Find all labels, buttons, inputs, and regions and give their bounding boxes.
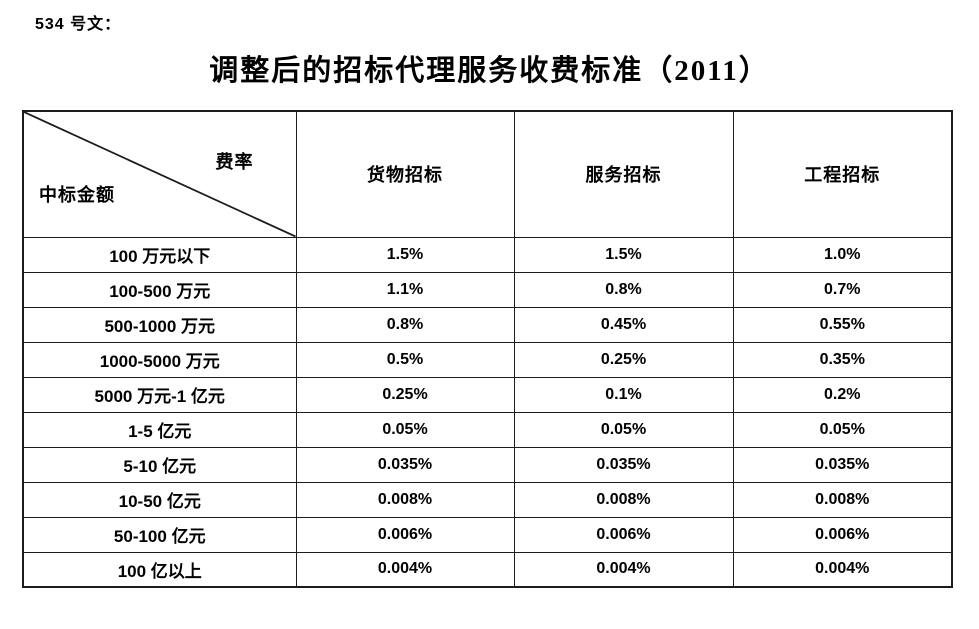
table-header-row: 费率 中标金额 货物招标 服务招标 工程招标 (22, 110, 953, 238)
rate-cell-engineering: 0.35% (732, 341, 953, 378)
doc-number-label: 534 号文： (35, 16, 122, 33)
rate-cell-service: 0.006% (513, 516, 734, 553)
rate-cell-engineering: 0.035% (732, 446, 953, 483)
rate-cell-engineering: 0.55% (732, 306, 953, 343)
rate-cell-engineering: 0.008% (732, 481, 953, 518)
amount-cell: 5-10 亿元 (22, 446, 297, 483)
rate-cell-goods: 1.1% (295, 271, 515, 308)
rate-cell-goods: 1.5% (295, 236, 515, 273)
rate-cell-goods: 0.035% (295, 446, 515, 483)
amount-cell: 100 亿以上 (22, 551, 297, 588)
table-row: 500-1000 万元 0.8% 0.45% 0.55% (22, 306, 953, 343)
page-title: 调整后的招标代理服务收费标准（2011） (209, 55, 770, 87)
rate-cell-engineering: 0.2% (732, 376, 953, 413)
table-row: 100 万元以下 1.5% 1.5% 1.0% (22, 236, 953, 273)
rate-cell-engineering: 0.7% (732, 271, 953, 308)
rate-cell-goods: 0.008% (295, 481, 515, 518)
rate-cell-service: 0.008% (513, 481, 734, 518)
corner-label-amount: 中标金额 (39, 184, 115, 205)
rate-cell-service: 0.05% (513, 411, 734, 448)
table-row: 1-5 亿元 0.05% 0.05% 0.05% (22, 411, 953, 448)
amount-cell: 500-1000 万元 (22, 306, 297, 343)
amount-cell: 100-500 万元 (22, 271, 297, 308)
amount-cell: 5000 万元-1 亿元 (22, 376, 297, 413)
rate-cell-service: 0.25% (513, 341, 734, 378)
table-row: 50-100 亿元 0.006% 0.006% 0.006% (22, 516, 953, 553)
rate-cell-service: 1.5% (513, 236, 734, 273)
table-row: 10-50 亿元 0.008% 0.008% 0.008% (22, 481, 953, 518)
diagonal-divider (24, 112, 296, 237)
rate-cell-goods: 0.5% (295, 341, 515, 378)
rate-cell-service: 0.004% (513, 551, 734, 588)
table-row: 1000-5000 万元 0.5% 0.25% 0.35% (22, 341, 953, 378)
rate-cell-goods: 0.25% (295, 376, 515, 413)
table-row: 100 亿以上 0.004% 0.004% 0.004% (22, 551, 953, 588)
table-row: 5000 万元-1 亿元 0.25% 0.1% 0.2% (22, 376, 953, 413)
amount-cell: 1-5 亿元 (22, 411, 297, 448)
table-row: 5-10 亿元 0.035% 0.035% 0.035% (22, 446, 953, 483)
column-header-goods: 货物招标 (295, 110, 515, 238)
rate-cell-goods: 0.8% (295, 306, 515, 343)
column-header-engineering: 工程招标 (732, 110, 953, 238)
rate-cell-service: 0.1% (513, 376, 734, 413)
rate-cell-engineering: 0.05% (732, 411, 953, 448)
amount-cell: 50-100 亿元 (22, 516, 297, 553)
rate-cell-service: 0.8% (513, 271, 734, 308)
corner-label-rate: 费率 (215, 152, 254, 172)
amount-cell: 1000-5000 万元 (22, 341, 297, 378)
rate-cell-engineering: 0.006% (732, 516, 953, 553)
rate-cell-goods: 0.004% (295, 551, 515, 588)
rate-cell-engineering: 0.004% (732, 551, 953, 588)
rate-cell-service: 0.035% (513, 446, 734, 483)
table-row: 100-500 万元 1.1% 0.8% 0.7% (22, 271, 953, 308)
corner-header-cell: 费率 中标金额 (22, 110, 297, 238)
fee-rate-table: 费率 中标金额 货物招标 服务招标 工程招标 100 万元以下 1.5% 1.5… (22, 110, 953, 588)
column-header-service: 服务招标 (513, 110, 734, 238)
amount-cell: 10-50 亿元 (22, 481, 297, 518)
rate-cell-service: 0.45% (513, 306, 734, 343)
rate-cell-goods: 0.05% (295, 411, 515, 448)
amount-cell: 100 万元以下 (22, 236, 297, 273)
rate-cell-goods: 0.006% (295, 516, 515, 553)
rate-cell-engineering: 1.0% (732, 236, 953, 273)
